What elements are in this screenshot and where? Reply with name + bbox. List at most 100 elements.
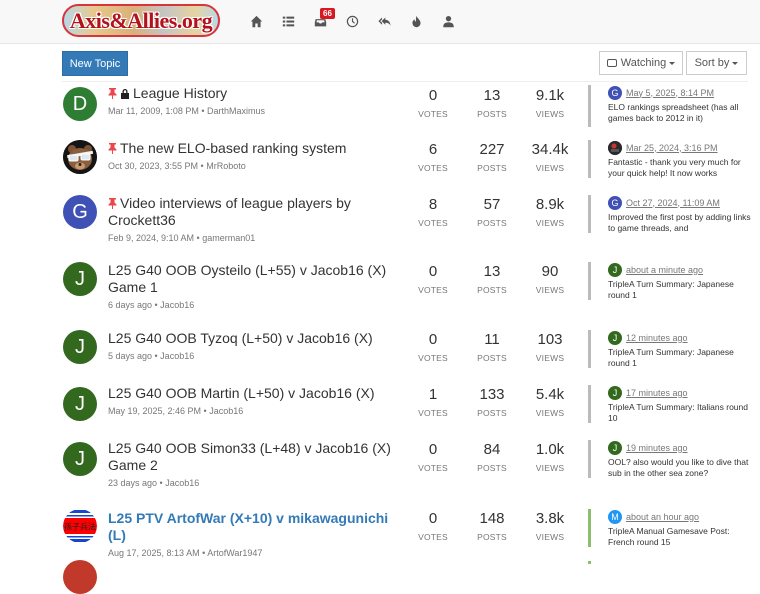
avatar-letter: G bbox=[72, 200, 88, 223]
topic-meta: Oct 30, 2023, 3:55 PM • MrRoboto bbox=[108, 161, 246, 171]
topic-title[interactable]: L25 G40 OOB Oysteilo (L+55) v Jacob16 (X… bbox=[108, 262, 398, 296]
posts-stat: 227 POSTS bbox=[477, 141, 507, 173]
topic-title[interactable]: League History bbox=[108, 85, 398, 102]
lock-icon bbox=[121, 89, 129, 99]
clock-icon bbox=[346, 15, 358, 27]
avatar[interactable]: J bbox=[63, 330, 97, 364]
avatar[interactable]: J bbox=[63, 387, 97, 421]
teaser-text: OOL? also would you like to dive that su… bbox=[608, 457, 749, 478]
avatar[interactable]: 孫子兵法 bbox=[63, 509, 97, 543]
nav-popular[interactable] bbox=[400, 11, 432, 31]
last-post-teaser[interactable]: J 12 minutes ago TripleA Turn Summary: Ja… bbox=[588, 330, 753, 368]
topic-meta: May 19, 2025, 2:46 PM • Jacob16 bbox=[108, 406, 244, 416]
inbox-icon bbox=[606, 59, 617, 67]
fire-icon bbox=[411, 15, 421, 27]
topic-meta: Feb 9, 2024, 9:10 AM • gamerman01 bbox=[108, 233, 256, 243]
pin-icon bbox=[108, 198, 117, 209]
last-post-teaser[interactable]: J 17 minutes ago TripleA Turn Summary: It… bbox=[588, 385, 753, 423]
watching-dropdown[interactable]: Watching bbox=[599, 51, 683, 75]
teaser-avatar[interactable]: J bbox=[608, 440, 622, 455]
posts-stat: 13 POSTS bbox=[477, 263, 507, 295]
caret-down-icon bbox=[669, 61, 676, 65]
posts-stat: 57 POSTS bbox=[477, 196, 507, 228]
nav-recent[interactable] bbox=[336, 11, 368, 31]
teaser-text: TripleA Turn Summary: Italians round 10 bbox=[608, 402, 748, 423]
teaser-timestamp[interactable]: Oct 27, 2024, 11:09 AM bbox=[626, 197, 720, 208]
avatar[interactable] bbox=[63, 140, 97, 174]
nav-unread[interactable]: 66 bbox=[304, 8, 336, 31]
logo-text: Axis&Allies.org bbox=[69, 7, 213, 33]
posts-stat: 11 POSTS bbox=[477, 331, 507, 363]
teaser-text: ELO rankings spreadsheet (has all games … bbox=[608, 102, 739, 123]
unread-count-badge: 66 bbox=[320, 8, 335, 19]
topic-title[interactable]: L25 G40 OOB Tyzoq (L+50) v Jacob16 (X) bbox=[108, 330, 398, 347]
avatar[interactable]: J bbox=[63, 262, 97, 296]
teaser-text: TripleA Manual Gamesave Post: French rou… bbox=[608, 526, 730, 547]
divider bbox=[62, 81, 748, 82]
next-row-teaser-border bbox=[588, 561, 591, 564]
topic-title-text: L25 PTV ArtofWar (X+10) v mikawagunichi … bbox=[108, 510, 389, 543]
views-stat: 3.8k VIEWS bbox=[535, 510, 565, 542]
watching-label: Watching bbox=[620, 57, 667, 69]
topic-title[interactable]: Video interviews of league players by Cr… bbox=[108, 195, 398, 229]
avatar[interactable]: J bbox=[63, 442, 97, 476]
topic-title-text: L25 G40 OOB Tyzoq (L+50) v Jacob16 (X) bbox=[108, 330, 373, 346]
posts-stat: 133 POSTS bbox=[477, 386, 507, 418]
new-topic-button[interactable]: New Topic bbox=[62, 51, 128, 76]
topic-title[interactable]: L25 PTV ArtofWar (X+10) v mikawagunichi … bbox=[108, 510, 398, 544]
teaser-timestamp[interactable]: Mar 25, 2024, 3:16 PM bbox=[626, 142, 718, 153]
nav-home[interactable] bbox=[240, 11, 272, 31]
bear-avatar-image bbox=[63, 140, 97, 174]
nav-replies[interactable] bbox=[368, 11, 400, 31]
topic-title-text: L25 G40 OOB Oysteilo (L+55) v Jacob16 (X… bbox=[108, 262, 387, 295]
topic-title-text: League History bbox=[133, 85, 228, 101]
votes-stat: 0 VOTES bbox=[418, 510, 448, 542]
teaser-avatar[interactable]: J bbox=[608, 330, 622, 345]
teaser-timestamp[interactable]: 17 minutes ago bbox=[626, 387, 688, 398]
teaser-timestamp[interactable]: 19 minutes ago bbox=[626, 442, 688, 453]
teaser-timestamp[interactable]: 12 minutes ago bbox=[626, 332, 688, 343]
topic-title[interactable]: L25 G40 OOB Martin (L+50) v Jacob16 (X) bbox=[108, 385, 398, 402]
list-icon bbox=[282, 16, 294, 26]
teaser-avatar[interactable]: J bbox=[608, 385, 622, 400]
teaser-avatar[interactable] bbox=[608, 140, 622, 155]
topic-title[interactable]: L25 G40 OOB Simon33 (L+48) v Jacob16 (X)… bbox=[108, 440, 398, 474]
sort-by-dropdown[interactable]: Sort by bbox=[686, 51, 747, 75]
teaser-text: TripleA Turn Summary: Japanese round 1 bbox=[608, 347, 734, 368]
caret-down-icon bbox=[732, 61, 739, 65]
last-post-teaser[interactable]: J 19 minutes ago OOL? also would you like… bbox=[588, 440, 753, 478]
teaser-text: Fantastic - thank you very much for your… bbox=[608, 157, 741, 178]
teaser-avatar[interactable]: M bbox=[608, 509, 622, 524]
robot-avatar-image bbox=[608, 140, 622, 155]
topic-meta: 23 days ago • Jacob16 bbox=[108, 478, 200, 488]
last-post-teaser[interactable]: Mar 25, 2024, 3:16 PM Fantastic - thank … bbox=[588, 140, 753, 178]
teaser-timestamp[interactable]: May 5, 2025, 8:14 PM bbox=[626, 87, 715, 98]
last-post-teaser[interactable]: G Oct 27, 2024, 11:09 AM Improved the fir… bbox=[588, 195, 753, 233]
votes-stat: 8 VOTES bbox=[418, 196, 448, 228]
flag-avatar-image: 孫子兵法 bbox=[63, 509, 97, 543]
nav-icons: 66 bbox=[240, 8, 464, 31]
pin-icon bbox=[108, 143, 117, 154]
topic-title-text: Video interviews of league players by Cr… bbox=[108, 195, 351, 228]
topic-meta: Mar 11, 2009, 1:08 PM • DarthMaximus bbox=[108, 106, 266, 116]
nav-categories[interactable] bbox=[272, 11, 304, 31]
avatar[interactable]: D bbox=[63, 87, 97, 121]
last-post-teaser[interactable]: G May 5, 2025, 8:14 PM ELO rankings sprea… bbox=[588, 85, 753, 127]
topic-title[interactable]: The new ELO-based ranking system bbox=[108, 140, 398, 157]
teaser-avatar[interactable]: G bbox=[608, 195, 622, 210]
teaser-avatar[interactable]: J bbox=[608, 262, 622, 277]
teaser-timestamp[interactable]: about an hour ago bbox=[626, 511, 700, 522]
teaser-text: TripleA Turn Summary: Japanese round 1 bbox=[608, 279, 734, 300]
teaser-avatar[interactable]: G bbox=[608, 85, 622, 100]
nav-user[interactable] bbox=[432, 11, 464, 31]
reply-all-icon bbox=[377, 16, 391, 26]
views-stat: 103 VIEWS bbox=[535, 331, 565, 363]
site-logo[interactable]: Axis&Allies.org bbox=[62, 4, 220, 37]
topic-meta: Aug 17, 2025, 8:13 AM • ArtofWar1947 bbox=[108, 548, 263, 558]
posts-stat: 84 POSTS bbox=[477, 441, 507, 473]
teaser-timestamp[interactable]: about a minute ago bbox=[626, 264, 704, 275]
topic-title-text: L25 G40 OOB Simon33 (L+48) v Jacob16 (X)… bbox=[108, 440, 391, 473]
avatar[interactable]: G bbox=[63, 195, 97, 229]
